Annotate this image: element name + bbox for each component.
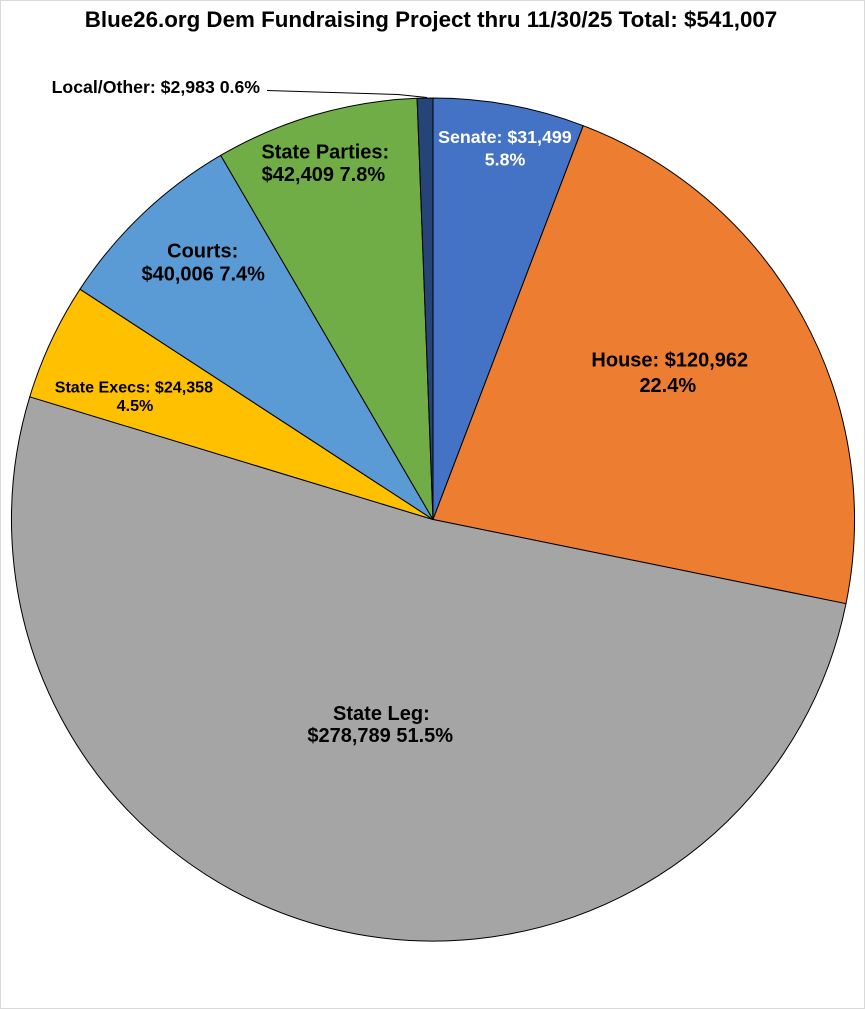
svg-text:State Leg:: State Leg:: [333, 703, 430, 725]
svg-text:$278,789 51.5%: $278,789 51.5%: [307, 725, 453, 747]
svg-text:House: $120,962: House: $120,962: [591, 349, 748, 371]
svg-text:State Execs: $24,358: State Execs: $24,358: [55, 379, 213, 397]
svg-text:22.4%: 22.4%: [639, 375, 696, 397]
svg-text:State Parties:: State Parties:: [261, 142, 389, 164]
svg-text:Blue26.org Dem Fundraising Pro: Blue26.org Dem Fundraising Project thru …: [85, 7, 777, 32]
svg-text:$42,409 7.8%: $42,409 7.8%: [262, 164, 386, 186]
svg-text:Senate: $31,499: Senate: $31,499: [438, 127, 572, 147]
svg-text:Local/Other: $2,983 0.6%: Local/Other: $2,983 0.6%: [52, 77, 261, 97]
svg-text:5.8%: 5.8%: [485, 149, 526, 169]
svg-text:$40,006 7.4%: $40,006 7.4%: [141, 263, 265, 285]
svg-text:4.5%: 4.5%: [117, 397, 154, 415]
svg-text:Courts:: Courts:: [167, 240, 238, 262]
